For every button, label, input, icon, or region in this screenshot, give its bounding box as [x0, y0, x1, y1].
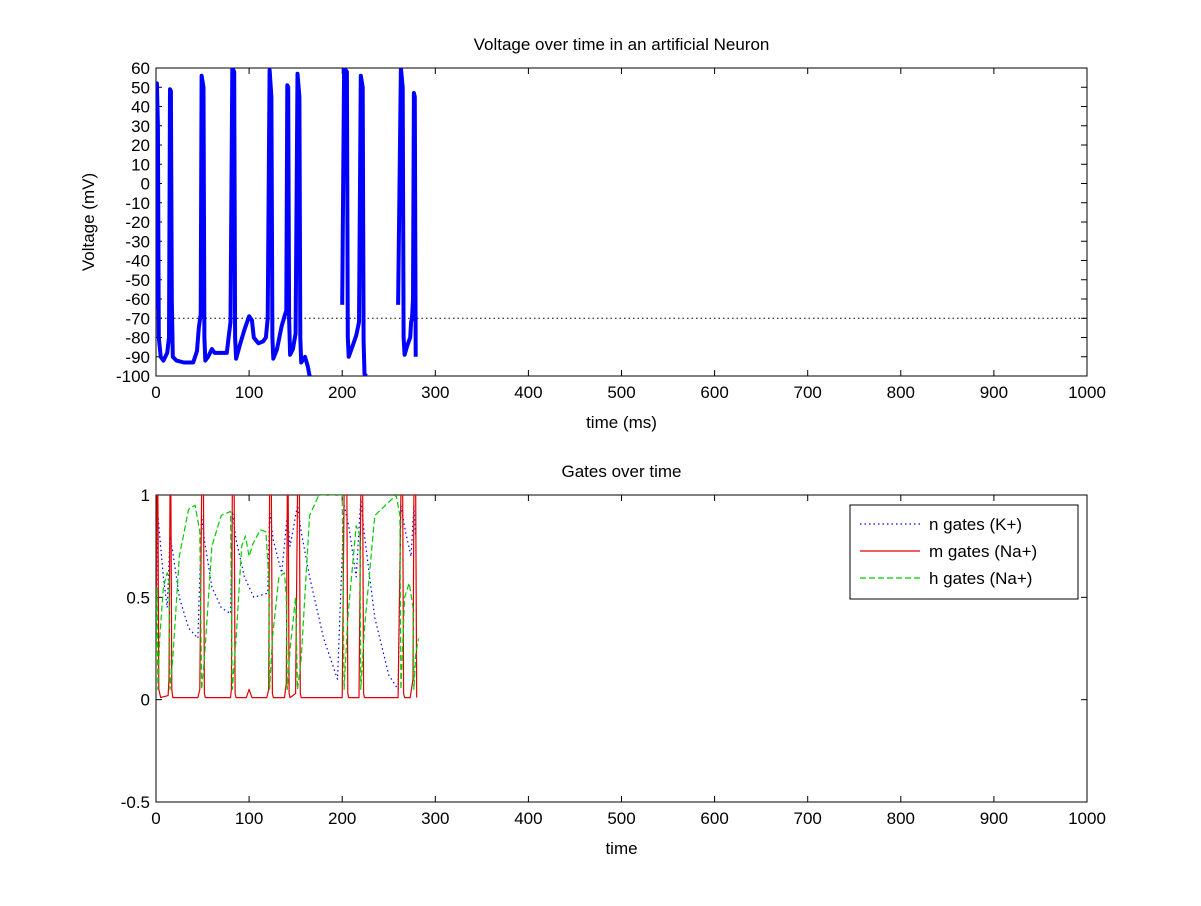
voltage-x-axis-label: time (ms)	[586, 413, 657, 432]
y-tick-label: -80	[125, 329, 150, 348]
y-tick-label: -100	[116, 367, 150, 386]
x-tick-label: 400	[514, 809, 542, 828]
y-tick-label: -90	[125, 348, 150, 367]
x-tick-label: 700	[794, 809, 822, 828]
y-tick-label: -30	[125, 232, 150, 251]
y-tick-label: 0	[141, 175, 150, 194]
x-tick-label: 100	[235, 809, 263, 828]
gates-legend: n gates (K+) m gates (Na+) h gates (Na+)	[849, 504, 1079, 600]
y-tick-label: -50	[125, 271, 150, 290]
y-tick-label: -20	[125, 213, 150, 232]
y-tick-label: -10	[125, 194, 150, 213]
y-tick-label: 30	[131, 117, 150, 136]
legend-label-m: m gates (Na+)	[929, 542, 1037, 561]
x-tick-label: 900	[980, 809, 1008, 828]
x-tick-label: 400	[514, 383, 542, 402]
legend-label-h: h gates (Na+)	[929, 569, 1032, 588]
axes-box	[155, 67, 1088, 377]
x-tick-label: 300	[421, 383, 449, 402]
y-tick-label: -60	[125, 290, 150, 309]
voltage-trace	[156, 68, 418, 376]
x-tick-label: 200	[328, 809, 356, 828]
y-tick-label: 0.5	[126, 588, 150, 607]
y-tick-label: 10	[131, 155, 150, 174]
x-tick-label: 0	[151, 809, 160, 828]
x-tick-label: 300	[421, 809, 449, 828]
legend-entry-m: m gates (Na+)	[860, 542, 1037, 561]
gates-chart-title: Gates over time	[562, 462, 682, 481]
legend-label-n: n gates (K+)	[929, 515, 1022, 534]
x-tick-label: 500	[607, 809, 635, 828]
x-tick-label: 0	[151, 383, 160, 402]
y-tick-label: -40	[125, 252, 150, 271]
y-tick-label: 40	[131, 98, 150, 117]
x-tick-label: 800	[887, 809, 915, 828]
x-tick-label: 600	[700, 809, 728, 828]
x-tick-label: 700	[794, 383, 822, 402]
x-tick-label: 200	[328, 383, 356, 402]
gates-x-axis-label: time	[605, 839, 637, 858]
x-tick-label: 500	[607, 383, 635, 402]
y-tick-label: 1	[141, 486, 150, 505]
y-tick-label: 60	[131, 59, 150, 78]
y-tick-label: -0.5	[121, 793, 150, 812]
x-tick-label: 600	[700, 383, 728, 402]
gate-trace-m	[156, 495, 418, 699]
legend-box	[849, 504, 1079, 600]
legend-entry-n: n gates (K+)	[860, 515, 1022, 534]
gate-trace-n	[156, 498, 417, 690]
voltage-chart-title: Voltage over time in an artificial Neuro…	[474, 35, 770, 54]
voltage-y-axis-label: Voltage (mV)	[79, 173, 98, 271]
y-tick-label: 50	[131, 78, 150, 97]
gate-trace-h	[156, 495, 420, 690]
x-tick-label: 800	[887, 383, 915, 402]
y-tick-label: -70	[125, 309, 150, 328]
x-tick-label: 100	[235, 383, 263, 402]
x-tick-label: 1000	[1068, 809, 1106, 828]
x-tick-label: 1000	[1068, 383, 1106, 402]
legend-entry-h: h gates (Na+)	[860, 569, 1032, 588]
x-tick-label: 900	[980, 383, 1008, 402]
voltage-axes: Voltage over time in an artificial Neuro…	[79, 35, 1106, 432]
y-tick-label: 20	[131, 136, 150, 155]
y-tick-label: 0	[141, 691, 150, 710]
